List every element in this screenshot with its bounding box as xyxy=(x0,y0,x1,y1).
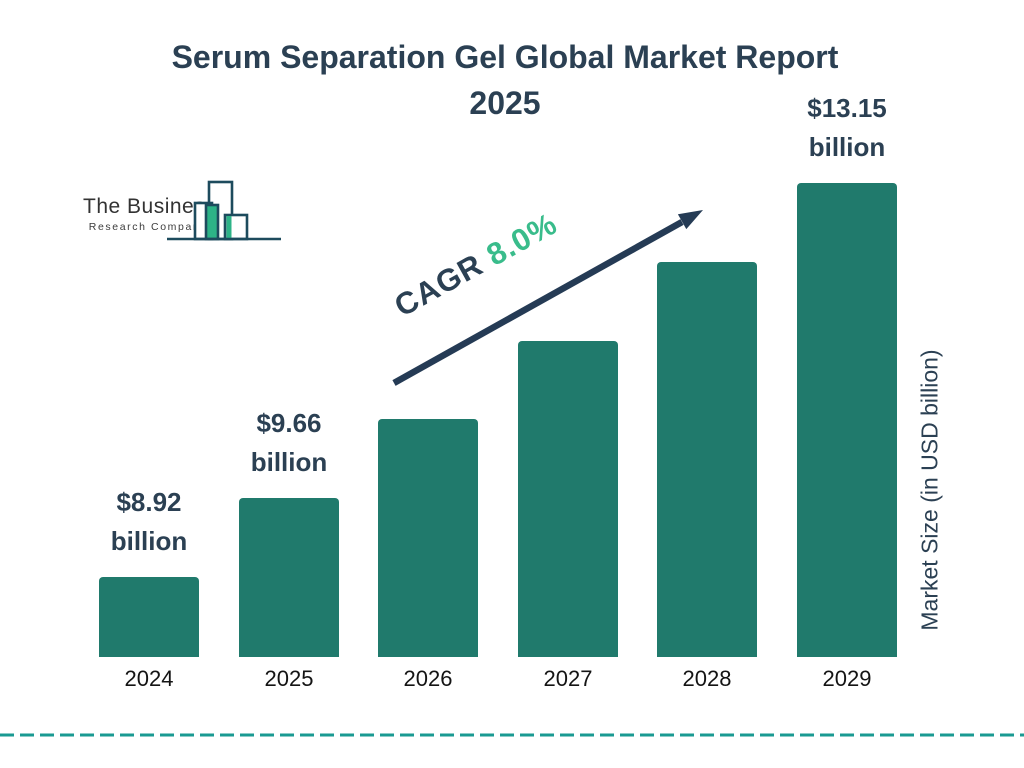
logo-subname: Research Company xyxy=(88,221,208,233)
bar-2026 xyxy=(378,419,478,657)
bar-2027 xyxy=(518,341,618,657)
value-label-2024: $8.92 billion xyxy=(110,487,188,556)
value-label-2029: $13.15 billion xyxy=(807,93,887,162)
x-tick-label-2028: 2028 xyxy=(682,666,732,691)
logo-text: The Business Research Company xyxy=(83,195,217,233)
title-line-1: Serum Separation Gel Global Market Repor… xyxy=(171,39,839,75)
title-line-2: 2025 xyxy=(469,85,541,121)
bottom-dashed-divider xyxy=(0,733,1024,737)
bar-chart-logo-icon xyxy=(167,180,281,241)
value-label-2025: $9.66 billion xyxy=(250,408,328,477)
x-tick-label-2027: 2027 xyxy=(543,666,593,691)
bar-2025 xyxy=(239,498,339,657)
x-tick-label-2029: 2029 xyxy=(822,666,872,691)
bar-2029 xyxy=(797,183,897,657)
bar-2028 xyxy=(657,262,757,657)
company-logo: The Business Research Company xyxy=(65,175,290,253)
y-axis-label: Market Size (in USD billion) xyxy=(916,349,943,631)
page-title: Serum Separation Gel Global Market Repor… xyxy=(0,34,1010,126)
x-tick-label-2025: 2025 xyxy=(264,666,314,691)
logo-name: The Business xyxy=(83,195,217,218)
x-tick-label-2024: 2024 xyxy=(124,666,174,691)
bar-2024 xyxy=(99,577,199,657)
x-tick-label-2026: 2026 xyxy=(403,666,453,691)
